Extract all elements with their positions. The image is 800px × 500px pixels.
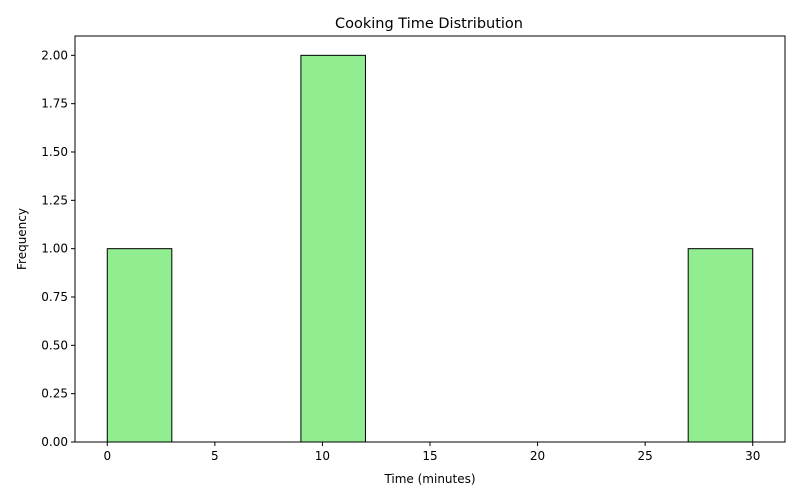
y-axis-label: Frequency — [15, 208, 29, 270]
bars-group — [106, 54, 754, 443]
y-axis-ticks: 0.00 0.25 0.50 0.75 1.00 1.25 1.50 1.75 2.00 — [41, 48, 75, 449]
x-tick-label: 30 — [745, 449, 760, 463]
y-tick-label: 1.75 — [41, 97, 68, 111]
y-tick-label: 0.75 — [41, 290, 68, 304]
x-axis-ticks: 0 5 10 15 20 25 30 — [103, 442, 760, 463]
x-axis-label: Time (minutes) — [383, 472, 475, 486]
y-tick-label: 0.00 — [41, 435, 68, 449]
chart-title: Cooking Time Distribution — [335, 16, 523, 32]
x-tick-label: 20 — [530, 449, 545, 463]
y-tick-label: 1.25 — [41, 193, 68, 207]
y-tick-label: 1.00 — [41, 242, 68, 256]
x-tick-label: 15 — [422, 449, 437, 463]
y-tick-label: 2.00 — [41, 48, 68, 62]
y-tick-label: 1.50 — [41, 145, 68, 159]
plot-frame — [74, 35, 786, 443]
x-tick-label: 5 — [211, 449, 219, 463]
x-tick-label: 0 — [103, 449, 111, 463]
y-tick-label: 0.50 — [41, 338, 68, 352]
histogram-bar-1 — [300, 54, 366, 443]
y-tick-label: 0.25 — [41, 387, 68, 401]
histogram-bar-0 — [106, 248, 173, 443]
x-tick-label: 25 — [638, 449, 653, 463]
histogram-bar-2 — [687, 248, 754, 443]
x-tick-label: 10 — [315, 449, 330, 463]
